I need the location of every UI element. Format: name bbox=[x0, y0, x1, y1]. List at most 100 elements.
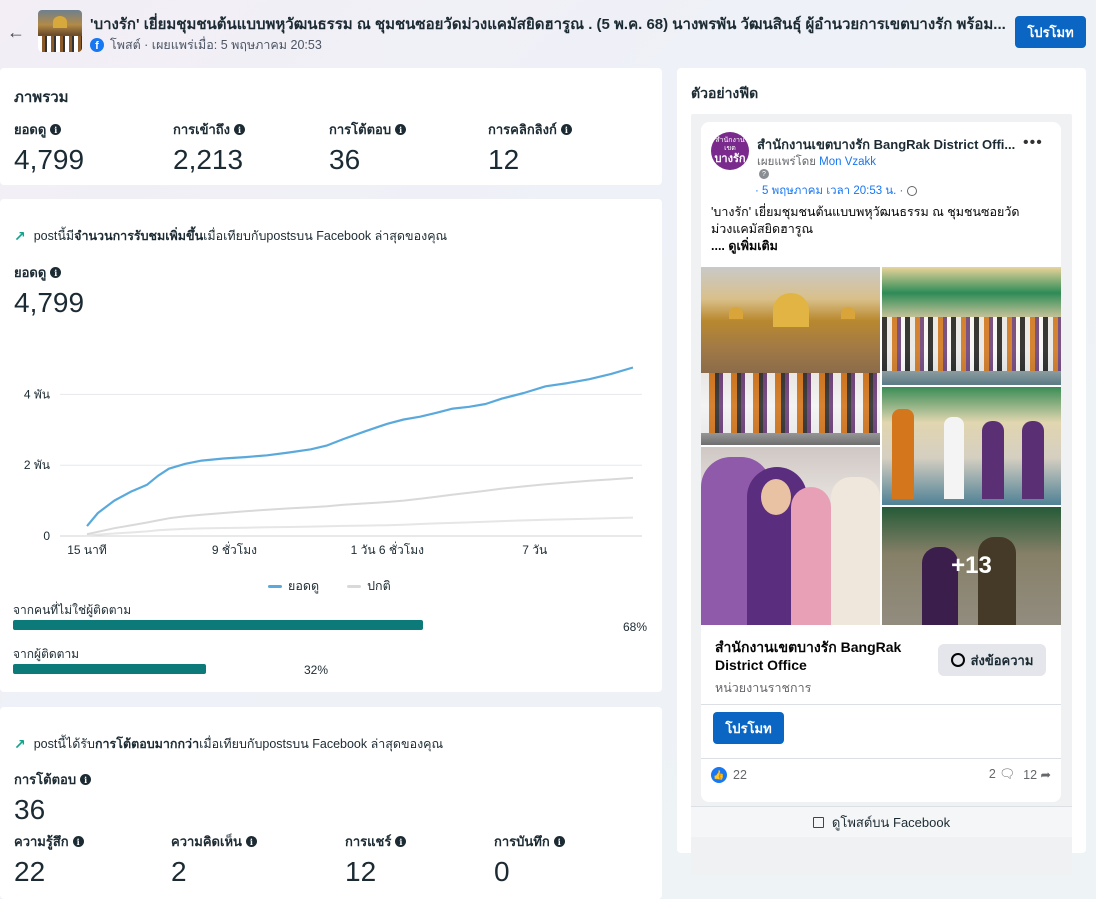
x-tick-label: 7 วัน bbox=[522, 543, 547, 557]
trend-suffix: เมื่อเทียบกับpostsบน Facebook ล่าสุดของค… bbox=[203, 229, 448, 243]
info-icon[interactable]: i bbox=[395, 124, 407, 135]
post-text: 'บางรัก' เยี่ยมชุมชนต้นแบบพหุวัฒนธรรม ณ … bbox=[711, 205, 1020, 253]
followers-bar-fill bbox=[13, 664, 206, 674]
interactions-metric: การโต้ตอบ i 36 bbox=[14, 769, 92, 826]
chart-legend: ยอดดู ปกติ bbox=[268, 576, 391, 596]
legend-item-views[interactable]: ยอดดู bbox=[268, 576, 319, 596]
views-metric: ยอดดู i 4,799 bbox=[14, 262, 84, 319]
post-subtitle: f โพสต์ · เผยแพร่เมื่อ: 5 พฤษภาคม 20:53 bbox=[90, 35, 322, 55]
series-line-2 bbox=[86, 516, 634, 537]
metric-label: การโต้ตอบ bbox=[14, 772, 77, 787]
send-message-button[interactable]: ส่งข้อความ bbox=[938, 644, 1046, 676]
metric-value: 36 bbox=[14, 794, 46, 825]
metric-label: การโต้ตอบ bbox=[329, 122, 392, 137]
info-icon[interactable]: i bbox=[234, 124, 246, 135]
trending-up-icon: ↗ bbox=[14, 735, 26, 752]
metric-reach: การเข้าถึง i 2,213 bbox=[173, 119, 246, 176]
feed-preview-title: ตัวอย่างฟีด bbox=[691, 85, 759, 101]
cta-page-category: หน่วยงานราชการ bbox=[715, 681, 812, 695]
metric-label: ยอดดู bbox=[14, 265, 47, 280]
external-link-icon bbox=[812, 816, 824, 828]
post-photo-2[interactable] bbox=[882, 267, 1061, 385]
y-tick-label: 0 bbox=[43, 529, 50, 543]
post-photo-4[interactable] bbox=[701, 447, 880, 625]
feed-preview-card: ตัวอย่างฟีด สำนักงานเขต บางรัก สำนักงานเข… bbox=[677, 68, 1086, 875]
legend-item-typical[interactable]: ปกติ bbox=[347, 576, 391, 596]
metric-label: การเข้าถึง bbox=[173, 122, 231, 137]
trend-bold: การโต้ตอบมากกว่า bbox=[94, 737, 200, 751]
facebook-icon: f bbox=[90, 38, 104, 52]
page-avatar[interactable]: สำนักงานเขต บางรัก bbox=[711, 132, 749, 170]
arrow-left-icon[interactable]: ← bbox=[7, 21, 25, 42]
series-line-0 bbox=[86, 366, 634, 527]
trend-prefix: postนี้มี bbox=[33, 229, 75, 243]
nonfollowers-bar bbox=[13, 620, 616, 630]
metric-value: 36 bbox=[329, 144, 361, 175]
metric-value: 12 bbox=[488, 144, 520, 175]
info-icon[interactable]: i bbox=[80, 774, 92, 785]
metric-label: การแชร์ bbox=[345, 834, 392, 849]
more-photos-overlay[interactable]: +13 bbox=[882, 507, 1061, 625]
metric-label: ความคิดเห็น bbox=[171, 834, 242, 849]
metric-label: การคลิกลิงก์ bbox=[488, 122, 557, 137]
views-card: ↗ postนี้มีจำนวนการรับชมเพิ่มขึ้นเมื่อเท… bbox=[0, 199, 662, 692]
divider bbox=[701, 758, 1061, 759]
nonfollowers-bar-fill bbox=[13, 620, 424, 630]
metric-value: 22 bbox=[14, 856, 46, 887]
post-published-by: เผยแพร่โดย Mon Vzakk bbox=[757, 156, 877, 168]
info-icon[interactable]: i bbox=[50, 124, 62, 135]
post-photo-3[interactable] bbox=[882, 387, 1061, 505]
shares-count[interactable]: 12 ➦ bbox=[1023, 768, 1051, 782]
post-promote-button[interactable]: โปรโมท bbox=[713, 712, 784, 744]
trending-up-icon: ↗ bbox=[14, 227, 26, 244]
messenger-icon bbox=[950, 653, 965, 667]
metric-views: ยอดดู i 4,799 bbox=[14, 119, 84, 176]
like-icon: 👍 bbox=[711, 767, 727, 783]
publisher-name[interactable]: Mon Vzakk bbox=[819, 156, 877, 168]
metric-reactions: ความรู้สึก i 22 bbox=[14, 831, 84, 888]
engagement-card: ↗ postนี้ได้รับการโต้ตอบมากกว่าเมื่อเทีย… bbox=[0, 707, 662, 899]
top-bar: ← 'บางรัก' เยี่ยมชุมชนต้นแบบพหุวัฒนธรรม … bbox=[0, 0, 1096, 64]
metric-comments: ความคิดเห็น i 2 bbox=[171, 831, 257, 888]
info-icon[interactable]: i bbox=[553, 836, 565, 847]
engagement-trend: ↗ postนี้ได้รับการโต้ตอบมากกว่าเมื่อเทีย… bbox=[14, 734, 443, 754]
see-more-link[interactable]: .... ดูเพิ่มเติม bbox=[711, 239, 778, 253]
metric-value: 0 bbox=[494, 856, 510, 887]
info-icon[interactable]: i bbox=[560, 124, 572, 135]
promote-button[interactable]: โปรโมท bbox=[1015, 16, 1086, 48]
post-title: 'บางรัก' เยี่ยมชุมชนต้นแบบพหุวัฒนธรรม ณ … bbox=[90, 16, 1006, 33]
metric-label: ยอดดู bbox=[14, 122, 47, 137]
info-icon[interactable]: i bbox=[395, 836, 407, 847]
question-icon[interactable]: ? bbox=[759, 169, 769, 179]
series-line-1 bbox=[86, 476, 634, 536]
views-line-chart: 0 2 พัน 4 พัน 15 นาที 9 ชั่วโมง 1 วัน 6 ชั่วโ… bbox=[24, 366, 642, 557]
post-page-name[interactable]: สำนักงานเขตบางรัก BangRak District Offi.… bbox=[757, 137, 1016, 152]
y-tick-label: 2 พัน bbox=[24, 458, 50, 472]
metric-value: 4,799 bbox=[14, 287, 85, 318]
info-icon[interactable]: i bbox=[50, 267, 62, 278]
view-on-facebook-link[interactable]: ดูโพสต์บน Facebook bbox=[691, 806, 1072, 837]
nonfollowers-label: จากคนที่ไม่ใช่ผู้ติดตาม bbox=[13, 603, 132, 617]
post-photo-5[interactable]: +13 bbox=[882, 507, 1061, 625]
more-options-icon[interactable]: ••• bbox=[1023, 134, 1043, 151]
x-tick-label: 9 ชั่วโมง bbox=[212, 541, 257, 557]
comments-count[interactable]: 2 🗨 bbox=[988, 767, 1016, 781]
cta-page-name: สำนักงานเขตบางรัก BangRak District Offic… bbox=[715, 639, 902, 673]
comment-icon: 🗨 bbox=[999, 767, 1016, 781]
info-icon[interactable]: i bbox=[72, 836, 84, 847]
post-photo-1[interactable] bbox=[701, 267, 880, 445]
trend-bold: จำนวนการรับชมเพิ่มขึ้น bbox=[74, 229, 204, 243]
reactions-summary[interactable]: 👍 22 bbox=[711, 767, 747, 783]
info-icon[interactable]: i bbox=[245, 836, 257, 847]
metric-shares: การแชร์ i 12 bbox=[345, 831, 407, 888]
post-preview: สำนักงานเขต บางรัก สำนักงานเขตบางรัก Bang… bbox=[701, 122, 1061, 802]
feed-preview-area: สำนักงานเขต บางรัก สำนักงานเขตบางรัก Bang… bbox=[691, 114, 1072, 875]
post-date[interactable]: · 5 พฤษภาคม เวลา 20:53 น. · bbox=[755, 182, 918, 200]
share-icon: ➦ bbox=[1040, 768, 1051, 782]
metric-saves: การบันทึก i 0 bbox=[494, 831, 565, 888]
engagement-counts: 2 🗨 12 ➦ bbox=[989, 767, 1051, 782]
metric-value: 2 bbox=[171, 856, 187, 887]
metric-value: 12 bbox=[345, 856, 377, 887]
post-thumbnail bbox=[38, 10, 82, 52]
followers-pct: 32% bbox=[304, 663, 329, 677]
